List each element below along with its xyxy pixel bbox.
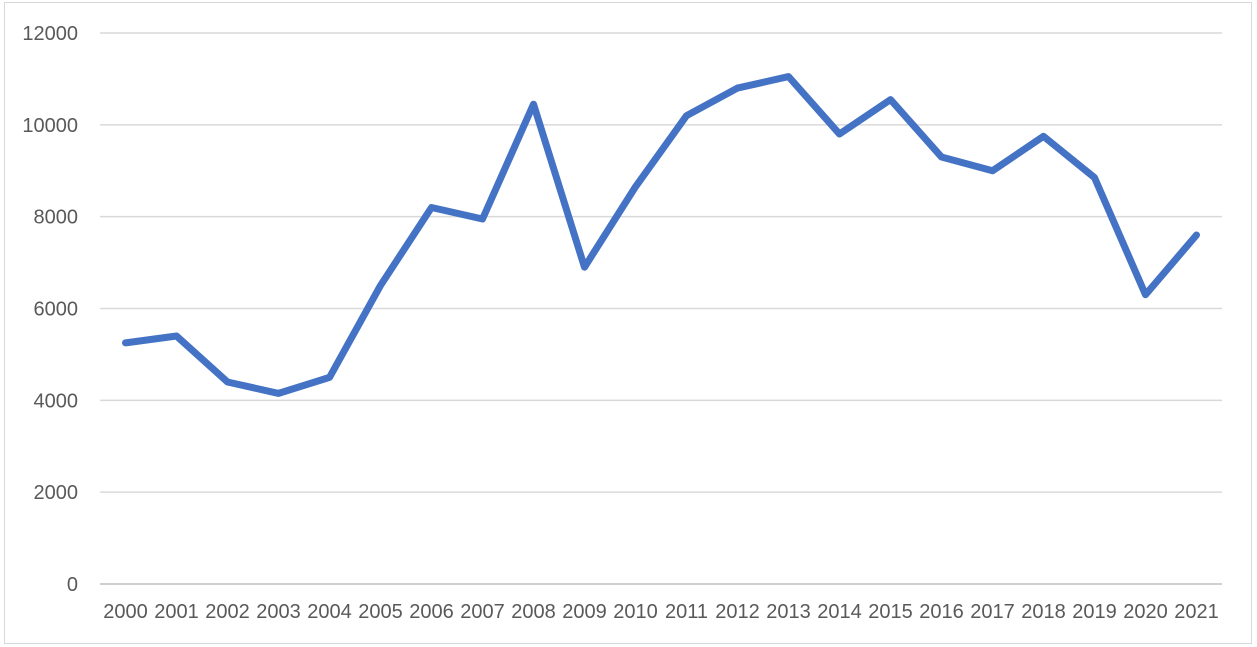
y-axis-tick-label: 6000 <box>34 299 79 321</box>
x-axis-tick-label: 2006 <box>409 601 454 623</box>
x-axis-tick-label: 2020 <box>1123 601 1168 623</box>
x-axis-tick-label: 2008 <box>511 601 556 623</box>
x-axis-tick-label: 2007 <box>460 601 505 623</box>
y-axis-tick-label: 4000 <box>34 390 79 412</box>
data-series-line <box>122 73 1200 397</box>
x-axis-tick-label: 2016 <box>919 601 964 623</box>
x-axis-tick-label: 2014 <box>817 601 862 623</box>
x-axis-tick-label: 2012 <box>715 601 760 623</box>
x-axis-tick-label: 2011 <box>665 601 708 623</box>
x-axis-tick-label: 2000 <box>103 601 148 623</box>
x-axis-tick-label: 2010 <box>613 601 658 623</box>
x-axis-tick-label: 2001 <box>154 601 199 623</box>
y-axis-tick-label: 10000 <box>22 115 78 137</box>
y-axis-tick-label: 12000 <box>22 23 78 45</box>
x-axis-tick-label: 2005 <box>358 601 403 623</box>
y-axis-tick-label: 0 <box>67 574 78 596</box>
x-axis-tick-label: 2002 <box>205 601 250 623</box>
x-axis-tick-label: 2003 <box>256 601 301 623</box>
x-axis-tick-label: 2021 <box>1174 601 1219 623</box>
y-axis-tick-label: 2000 <box>34 482 79 504</box>
x-axis-tick-label: 2013 <box>766 601 811 623</box>
chart-border <box>4 2 1252 644</box>
x-axis-tick-label: 2015 <box>868 601 913 623</box>
x-axis-tick-label: 2009 <box>562 601 607 623</box>
x-axis-tick-label: 2017 <box>970 601 1015 623</box>
y-axis-tick-label: 8000 <box>34 207 79 229</box>
x-axis-tick-label: 2019 <box>1072 601 1117 623</box>
x-axis-tick-label: 2004 <box>307 601 352 623</box>
x-axis-tick-label: 2018 <box>1021 601 1066 623</box>
